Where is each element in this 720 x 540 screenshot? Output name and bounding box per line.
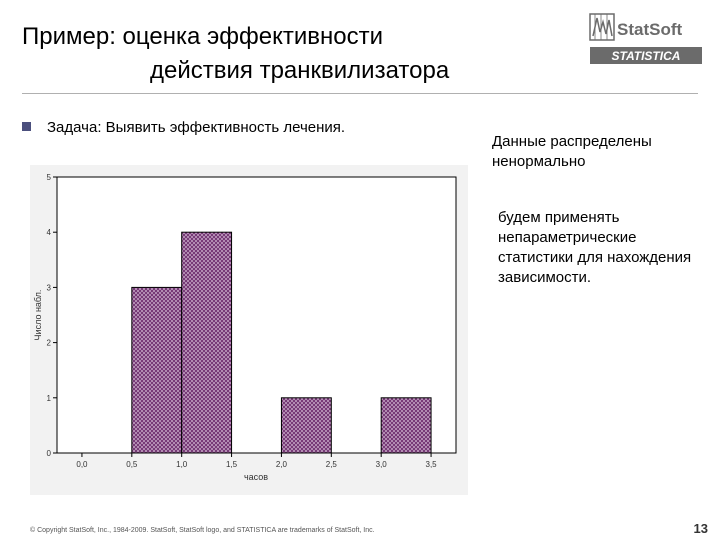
x-tick-label-1: 0,5 [126, 460, 138, 469]
x-tick-label-4: 2,0 [276, 460, 288, 469]
logo-brand-text: StatSoft [617, 20, 683, 39]
histogram-bar-1 [181, 231, 233, 454]
side-note-distribution: Данные распределены ненормально [492, 133, 652, 170]
histogram-chart: 0 1 2 3 4 5 0,0 0,5 1,0 1,5 2,0 2,5 3,0 3,5 Число на… [30, 165, 468, 495]
y-ticks: 0 1 2 3 4 5 [47, 173, 57, 458]
y-tick-label-1: 1 [47, 394, 52, 403]
slide-title-line-1: Пример: оценка эффективности [22, 23, 384, 50]
x-tick-label-5: 2,5 [326, 460, 338, 469]
y-tick-label-4: 4 [47, 228, 52, 237]
title-divider [22, 93, 698, 94]
side-note-method: будем применять непараметрические статис… [498, 209, 692, 286]
y-tick-label-5: 5 [47, 173, 52, 182]
bars-group [131, 231, 432, 454]
histogram-bar-0 [131, 286, 183, 454]
page-number: 13 [693, 521, 708, 536]
histogram-bar-2 [280, 397, 332, 454]
logo-chart-icon [589, 13, 615, 41]
x-tick-label-3: 1,5 [226, 460, 238, 469]
logo-product-text: STATISTICA [612, 49, 681, 63]
y-tick-label-2: 2 [47, 339, 52, 348]
copyright-footer: © Copyright StatSoft, Inc., 1984-2009. S… [30, 527, 375, 534]
x-tick-label-0: 0,0 [76, 460, 88, 469]
bullet-text: Задача: Выявить эффективность лечения. [47, 119, 346, 136]
histogram-bar-3 [380, 397, 432, 454]
y-tick-label-3: 3 [47, 283, 52, 292]
y-axis-label: Число набл. [33, 290, 43, 341]
slide-title-line-2: действия транквилизатора [150, 57, 450, 84]
x-axis-label: часов [244, 472, 268, 482]
x-tick-label-2: 1,0 [176, 460, 188, 469]
statsoft-logo: StatSoft STATISTICA [589, 13, 702, 64]
y-tick-label-0: 0 [47, 449, 52, 458]
slide-title: Пример: оценка эффективности действия тр… [22, 20, 582, 88]
x-tick-label-6: 3,0 [376, 460, 388, 469]
square-bullet-icon [22, 122, 31, 131]
x-ticks: 0,0 0,5 1,0 1,5 2,0 2,5 3,0 3,5 [76, 453, 437, 469]
bullet-item: Задача: Выявить эффективность лечения. [22, 118, 452, 138]
x-tick-label-7: 3,5 [426, 460, 438, 469]
